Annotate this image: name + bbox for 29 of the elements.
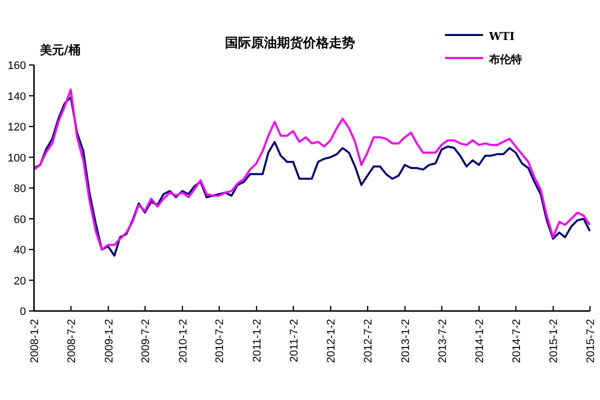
x-tick-label: 2012-1-2 — [326, 319, 338, 364]
x-tick-label: 2008-1-2 — [29, 319, 41, 364]
y-tick-label: 40 — [14, 244, 26, 256]
x-tick-label: 2011-7-2 — [288, 319, 300, 362]
x-tick-label: 2015-7-2 — [585, 319, 597, 364]
x-tick-label: 2010-1-2 — [177, 319, 190, 364]
x-tick-label: 2012-7-2 — [362, 319, 375, 364]
y-tick-label: 100 — [8, 152, 26, 164]
legend-label: 布伦特 — [488, 53, 522, 66]
chart-title: 国际原油期货价格走势 — [225, 35, 355, 51]
y-axis-title: 美元/桶 — [39, 43, 80, 57]
y-tick-label: 140 — [8, 90, 26, 103]
x-tick-label: 2011-1-2 — [252, 319, 264, 362]
y-tick-label: 80 — [14, 183, 26, 195]
x-tick-label: 2013-1-2 — [400, 319, 412, 364]
y-tick-label: 20 — [14, 275, 26, 288]
x-tick-label: 2008-7-2 — [66, 319, 78, 364]
x-tick-label: 2014-1-2 — [474, 319, 486, 364]
x-tick-label: 2009-7-2 — [140, 319, 152, 364]
x-tick-label: 2010-7-2 — [214, 319, 226, 364]
x-tick-label: 2015-1-2 — [548, 319, 560, 364]
x-tick-label: 2013-7-2 — [436, 319, 449, 364]
y-tick-label: 160 — [8, 60, 26, 72]
legend-label: WTI — [488, 30, 515, 43]
x-tick-label: 2014-7-2 — [510, 319, 523, 364]
x-tick-label: 2009-1-2 — [103, 319, 116, 364]
y-tick-label: 120 — [8, 122, 26, 134]
y-tick-label: 0 — [20, 306, 26, 318]
y-tick-label: 60 — [14, 214, 26, 226]
